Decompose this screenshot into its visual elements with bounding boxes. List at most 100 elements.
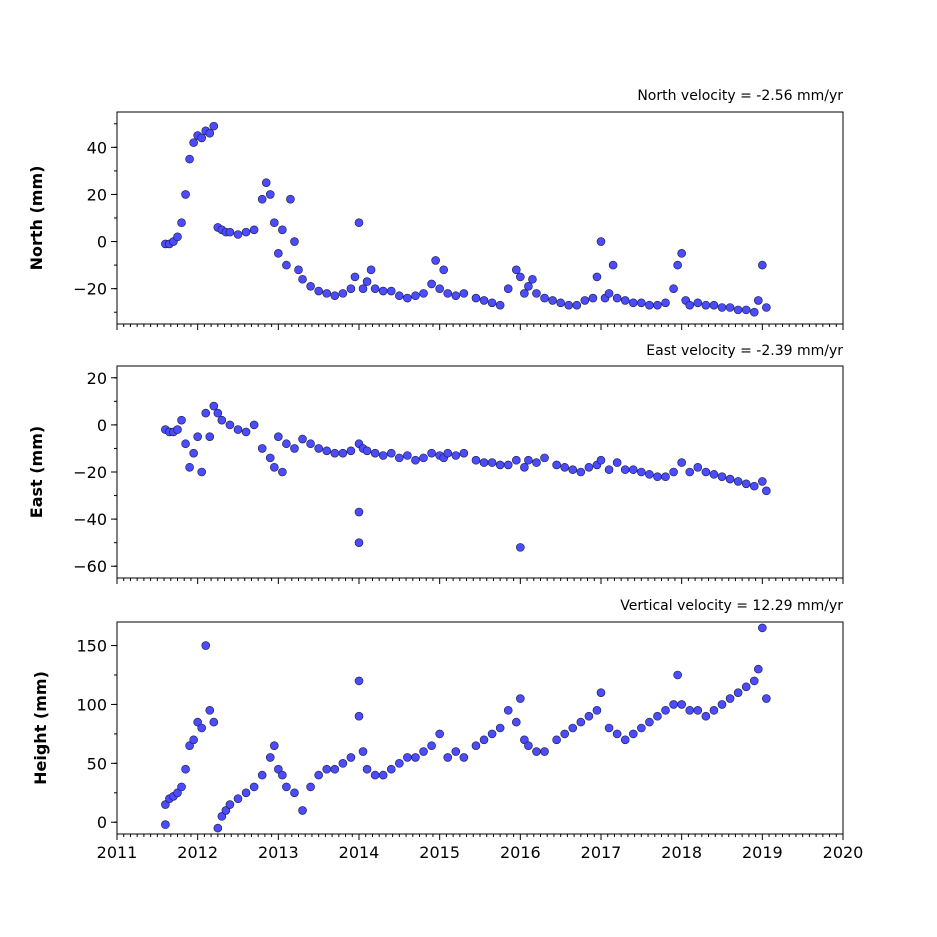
height-x-tick-label: 2019 <box>742 843 783 862</box>
height-data-point <box>645 717 654 727</box>
east-data-point <box>749 481 759 491</box>
north-data-point <box>608 260 618 270</box>
north-data-point <box>733 305 743 315</box>
east-data-point <box>322 446 332 456</box>
east-data-point <box>233 425 243 434</box>
height-x-tick-label: 2014 <box>339 843 380 862</box>
east-panel: East velocity = -2.39 mm/yr East (mm) −6… <box>27 343 844 584</box>
north-data-point <box>411 291 420 301</box>
north-data-point <box>753 296 763 305</box>
height-x-ticks: 2011 2012 2013 2014 2015 2016 2017 2018 2019 2020 <box>97 834 863 862</box>
height-x-tick-label: 2018 <box>661 843 702 862</box>
height-data-point <box>233 794 243 803</box>
east-data-point <box>677 458 686 467</box>
east-data-point <box>205 432 215 441</box>
north-data-point <box>693 298 703 308</box>
north-data-point <box>322 289 332 298</box>
height-data-point <box>758 623 767 633</box>
east-data-point <box>709 470 719 479</box>
east-data-point <box>576 467 586 477</box>
height-data-point <box>161 820 170 829</box>
east-panel-title: East velocity = -2.39 mm/yr <box>646 343 843 359</box>
north-data-point <box>503 284 513 293</box>
north-data-point <box>378 286 388 296</box>
height-data-point <box>370 770 380 780</box>
height-x-tick-label: 2017 <box>581 843 622 862</box>
east-data-point <box>274 432 283 441</box>
north-data-point <box>395 291 404 301</box>
height-data-point <box>358 747 368 756</box>
east-data-point <box>282 439 291 449</box>
east-data-point <box>725 474 735 484</box>
height-data-point <box>395 759 404 768</box>
height-data-point <box>677 700 686 709</box>
north-data-point <box>350 272 360 282</box>
north-data-point <box>346 284 356 293</box>
east-data-point <box>241 427 251 437</box>
height-data-point <box>693 706 703 715</box>
height-data-point <box>568 723 578 733</box>
east-data-point <box>758 477 767 486</box>
north-data-point <box>274 249 283 258</box>
north-data-point <box>269 218 279 228</box>
height-data-point <box>173 788 182 798</box>
height-x-tick-label: 2011 <box>97 843 138 862</box>
height-data-point <box>503 706 513 715</box>
north-data-point <box>261 178 271 187</box>
east-data-point <box>386 448 396 458</box>
east-data-point <box>516 543 525 552</box>
east-y-ticks: −60 −40 −20 0 20 <box>73 369 117 576</box>
north-data-point <box>278 225 287 235</box>
east-data-point <box>637 467 646 477</box>
north-data-point <box>511 265 521 275</box>
height-y-ticks: 0 50 100 150 <box>76 637 117 832</box>
north-y-tick-label: 20 <box>87 185 107 204</box>
height-points <box>161 623 771 833</box>
height-data-point <box>346 753 356 762</box>
height-data-point <box>354 676 364 686</box>
height-data-point <box>269 741 279 750</box>
height-data-point <box>532 747 541 756</box>
height-data-point <box>524 741 533 750</box>
height-data-point <box>762 694 771 703</box>
height-data-point <box>161 800 170 809</box>
height-data-point <box>338 759 348 768</box>
east-data-point <box>330 448 340 458</box>
east-data-point <box>568 465 578 474</box>
east-data-point <box>520 462 529 472</box>
north-data-point <box>197 133 206 143</box>
east-data-point <box>503 460 513 470</box>
height-data-point <box>181 764 190 774</box>
height-data-point <box>709 706 719 715</box>
height-data-point <box>487 729 497 739</box>
north-data-point <box>427 279 436 289</box>
height-y-tick-label: 50 <box>87 754 107 773</box>
height-data-point <box>673 670 682 680</box>
east-data-point <box>495 460 505 470</box>
north-data-point <box>758 260 767 270</box>
north-data-point <box>185 154 194 164</box>
height-data-point <box>661 706 670 715</box>
east-data-point <box>620 465 630 474</box>
height-data-point <box>403 753 412 762</box>
height-y-tick-label: 0 <box>97 813 107 832</box>
east-data-point <box>612 458 622 467</box>
north-data-point <box>487 298 497 308</box>
height-data-point <box>330 764 340 774</box>
east-data-point <box>265 453 275 463</box>
north-data-point <box>596 237 606 246</box>
height-x-tick-label: 2012 <box>177 843 218 862</box>
north-data-point <box>257 194 267 204</box>
east-data-point <box>346 446 356 456</box>
north-data-point <box>403 293 412 303</box>
north-data-point <box>366 265 376 275</box>
east-data-point <box>487 458 497 467</box>
east-data-point <box>451 451 461 460</box>
north-data-point <box>471 293 481 303</box>
north-data-point <box>628 298 638 308</box>
north-data-point <box>495 300 505 310</box>
height-data-point <box>435 729 444 739</box>
east-data-point <box>217 415 227 425</box>
height-data-point <box>217 812 227 821</box>
height-data-point <box>411 753 420 762</box>
